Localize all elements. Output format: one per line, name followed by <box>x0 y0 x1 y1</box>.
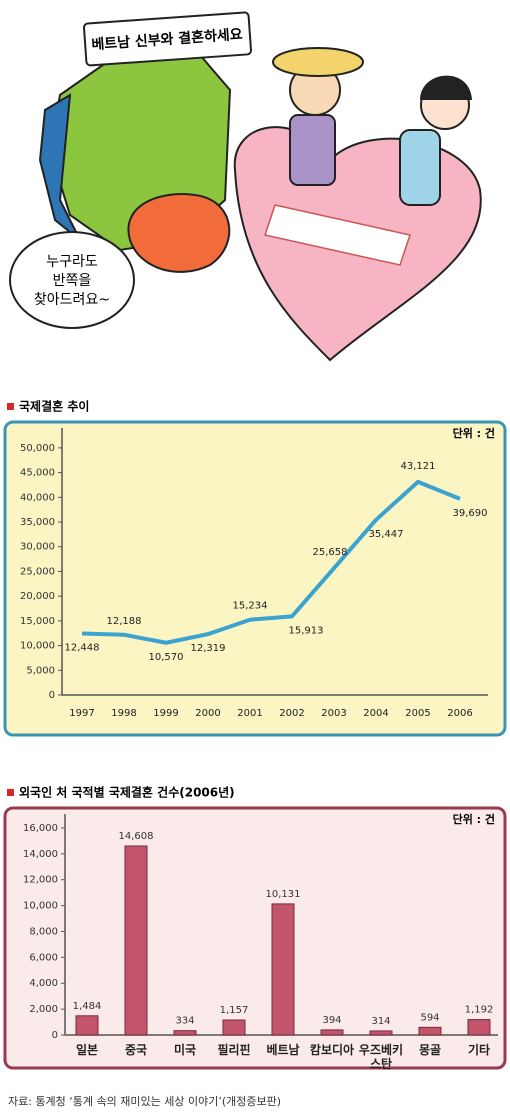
value-label: 15,913 <box>289 625 324 636</box>
value-label: 12,448 <box>65 642 100 653</box>
x-tick-label: 우즈베키스탄 <box>358 1043 404 1071</box>
x-tick-label: 기타 <box>467 1043 491 1057</box>
y-tick-label: 2,000 <box>29 1004 58 1015</box>
x-tick-label: 2001 <box>237 708 262 719</box>
x-tick-label: 2000 <box>195 708 220 719</box>
unit-label: 단위 : 건 <box>453 426 495 440</box>
title-marker <box>7 403 14 410</box>
x-tick-label: 필리핀 <box>217 1043 251 1057</box>
value-label: 35,447 <box>369 529 404 540</box>
value-label: 1,192 <box>465 1005 494 1016</box>
bubble-text: 반쪽을 <box>53 273 92 289</box>
x-tick-label: 몽골 <box>418 1043 442 1057</box>
value-label: 334 <box>175 1016 194 1027</box>
y-tick-label: 0 <box>52 1030 58 1041</box>
value-label: 1,484 <box>73 1001 102 1012</box>
x-tick-label: 2006 <box>447 708 472 719</box>
sign <box>83 11 252 67</box>
y-tick-label: 10,000 <box>20 641 55 652</box>
value-label: 10,131 <box>266 889 301 900</box>
x-tick-label: 중국 <box>124 1043 148 1057</box>
value-label: 43,121 <box>401 461 436 472</box>
x-tick-label: 1999 <box>153 708 178 719</box>
value-label: 10,570 <box>149 652 184 663</box>
bar <box>320 1029 344 1036</box>
woman-hair <box>420 75 472 100</box>
x-tick-label: 베트남 <box>266 1043 300 1057</box>
bubble-text: 누구라도 <box>46 254 98 270</box>
source-note: 자료: 통계청 ‘통계 속의 재미있는 세상 이야기’(개정증보판) <box>8 1095 281 1108</box>
data-line <box>81 479 461 645</box>
value-label: 394 <box>322 1015 341 1026</box>
x-tick-label: 1997 <box>69 708 94 719</box>
x-tick-label: 미국 <box>173 1043 197 1057</box>
woman-body <box>399 129 441 206</box>
y-tick-label: 12,000 <box>23 875 58 886</box>
value-label: 14,608 <box>119 831 154 842</box>
bar <box>418 1026 442 1036</box>
bar <box>75 1015 99 1036</box>
y-tick-label: 8,000 <box>29 926 58 937</box>
y-tick-label: 30,000 <box>20 542 55 553</box>
bar <box>271 903 295 1036</box>
tape <box>127 193 231 273</box>
x-tick-label: 캄보디아 <box>309 1043 355 1057</box>
y-tick-label: 20,000 <box>20 591 55 602</box>
chart-title: 외국인 처 국적별 국제결혼 건수(2006년) <box>19 785 235 800</box>
y-tick-label: 14,000 <box>23 849 58 860</box>
hat <box>272 47 364 77</box>
value-label: 314 <box>371 1016 390 1027</box>
value-label: 15,234 <box>233 601 268 612</box>
title-marker <box>7 789 14 796</box>
speech-bubble <box>9 231 135 329</box>
x-tick-label: 2005 <box>405 708 430 719</box>
y-tick-label: 5,000 <box>26 665 55 676</box>
y-tick-label: 4,000 <box>29 978 58 989</box>
y-tick-label: 6,000 <box>29 952 58 963</box>
y-tick-label: 25,000 <box>20 566 55 577</box>
y-tick-label: 50,000 <box>20 443 55 454</box>
y-tick-label: 35,000 <box>20 517 55 528</box>
value-label: 1,157 <box>220 1005 249 1016</box>
x-tick-label: 일본 <box>75 1043 99 1057</box>
y-tick-label: 40,000 <box>20 492 55 503</box>
chart-title: 국제결혼 추이 <box>19 399 89 414</box>
unit-label: 단위 : 건 <box>453 812 495 826</box>
bar <box>124 845 148 1036</box>
y-tick-label: 10,000 <box>23 901 58 912</box>
value-label: 39,690 <box>453 508 488 519</box>
illustration <box>9 11 482 362</box>
y-tick-label: 0 <box>49 690 55 701</box>
x-tick-label: 2004 <box>363 708 388 719</box>
bubble-text: 찾아드려요~ <box>34 292 110 308</box>
bar <box>369 1030 393 1036</box>
y-tick-label: 45,000 <box>20 468 55 479</box>
bandage <box>264 204 411 266</box>
chart-frame <box>3 420 507 737</box>
bar <box>222 1019 246 1036</box>
y-tick-label: 16,000 <box>23 823 58 834</box>
x-tick-label: 1998 <box>111 708 136 719</box>
x-tick-label: 2002 <box>279 708 304 719</box>
bar <box>467 1019 491 1036</box>
value-label: 25,658 <box>313 547 348 558</box>
bar <box>173 1030 197 1036</box>
value-label: 594 <box>420 1012 439 1023</box>
value-label: 12,319 <box>191 643 226 654</box>
y-tick-label: 15,000 <box>20 616 55 627</box>
value-label: 12,188 <box>107 616 142 627</box>
man-body <box>289 114 336 186</box>
x-tick-label: 2003 <box>321 708 346 719</box>
